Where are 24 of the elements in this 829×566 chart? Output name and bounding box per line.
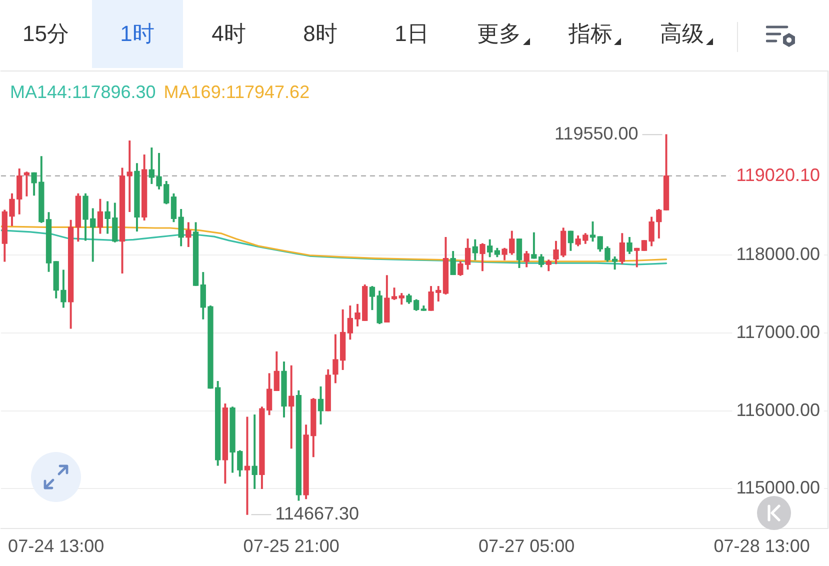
x-tick-label: 07-28 13:00 [714,536,810,556]
text: MA144:117896.30 [10,82,156,103]
y-tick-label: 118000.00 [736,244,820,264]
y-tick-label: 116000.00 [736,400,820,420]
x-tick-label: 07-25 21:00 [243,536,340,556]
y-tick-label: 117000.00 [736,322,820,342]
text: 15分 [22,20,69,48]
y-tick-label: 115000.00 [736,478,820,498]
text: 指标 [568,20,612,48]
annotation: 114667.30 [275,504,360,524]
text: 1时 [120,20,154,48]
text: 1日 [394,20,429,48]
x-tick-label: 07-24 13:00 [8,536,104,556]
text: MA169:117947.62 [164,82,310,103]
text: 更多 [476,20,521,48]
text: 8时 [303,20,338,48]
x-tick-label: 07-27 05:00 [478,536,575,556]
text: 4时 [212,20,246,48]
candlestick [252,414,258,490]
candlestick [24,172,30,196]
candlestick [126,140,132,212]
ref-line-label: 119020.10 [736,164,820,185]
text: 高级 [660,20,704,48]
annotation: 119550.00 [554,124,638,144]
